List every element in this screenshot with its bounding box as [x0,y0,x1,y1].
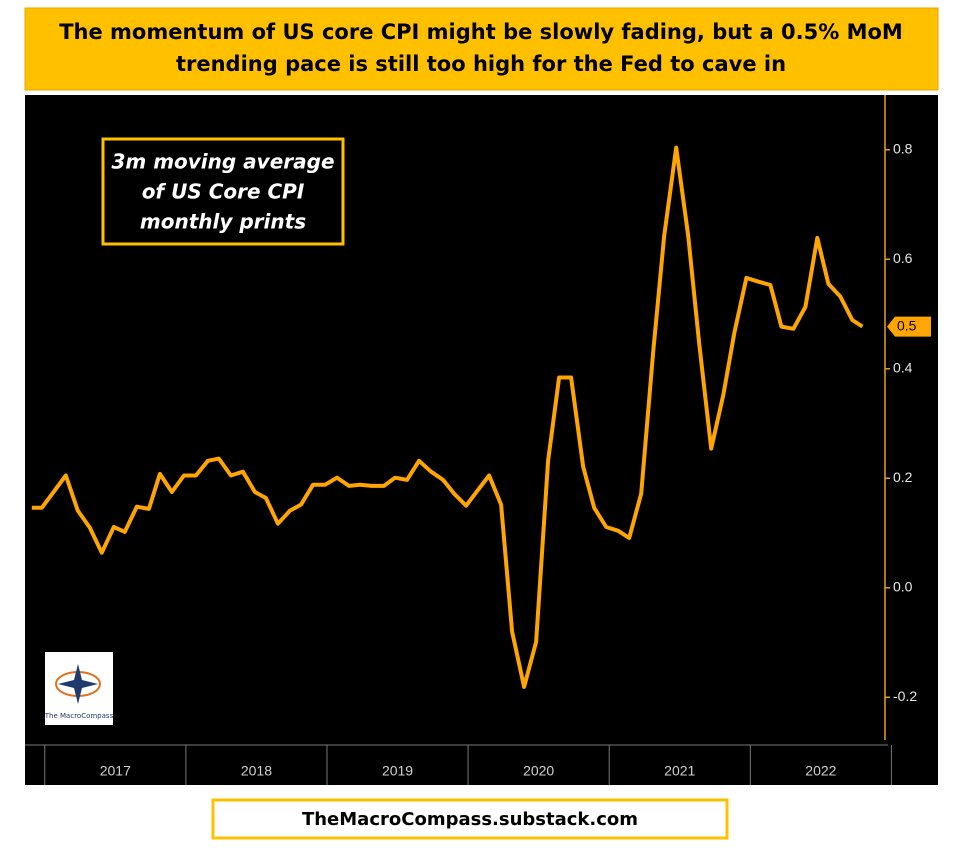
annotation: 3m moving average [111,150,334,174]
y-tick-label: 0.8 [893,140,913,156]
logo-star [58,664,98,704]
y-tick-label: 0.6 [893,250,913,266]
annotation: of US Core CPI [142,180,305,204]
source: TheMacroCompass.substack.com [302,809,638,830]
data-line [31,145,864,689]
logo [45,652,113,725]
y-tick-label: 0.0 [893,578,913,594]
source-box [211,798,729,840]
chart-title: The momentum of US core CPI might be slo… [59,20,903,44]
title-box [24,7,939,91]
x-tick-label: 2021 [664,763,695,779]
chart-title: trending pace is still too high for the … [176,52,786,76]
y-tick-label: 0.2 [893,469,913,485]
x-tick-label: 2019 [382,763,413,779]
y-tick-label: 0.4 [893,359,913,375]
x-tick-label: 2020 [523,763,554,779]
end-label: 0.5 [897,317,917,333]
x-tick-label: 2018 [241,763,272,779]
annotation: monthly prints [140,210,306,234]
logo-text: The MacroCompass [44,712,114,720]
end-tag [887,316,931,337]
x-tick-label: 2017 [100,763,131,779]
annotation-box [101,137,345,246]
x-tick-label: 2022 [805,763,836,779]
y-tick-label: -0.2 [893,688,917,704]
